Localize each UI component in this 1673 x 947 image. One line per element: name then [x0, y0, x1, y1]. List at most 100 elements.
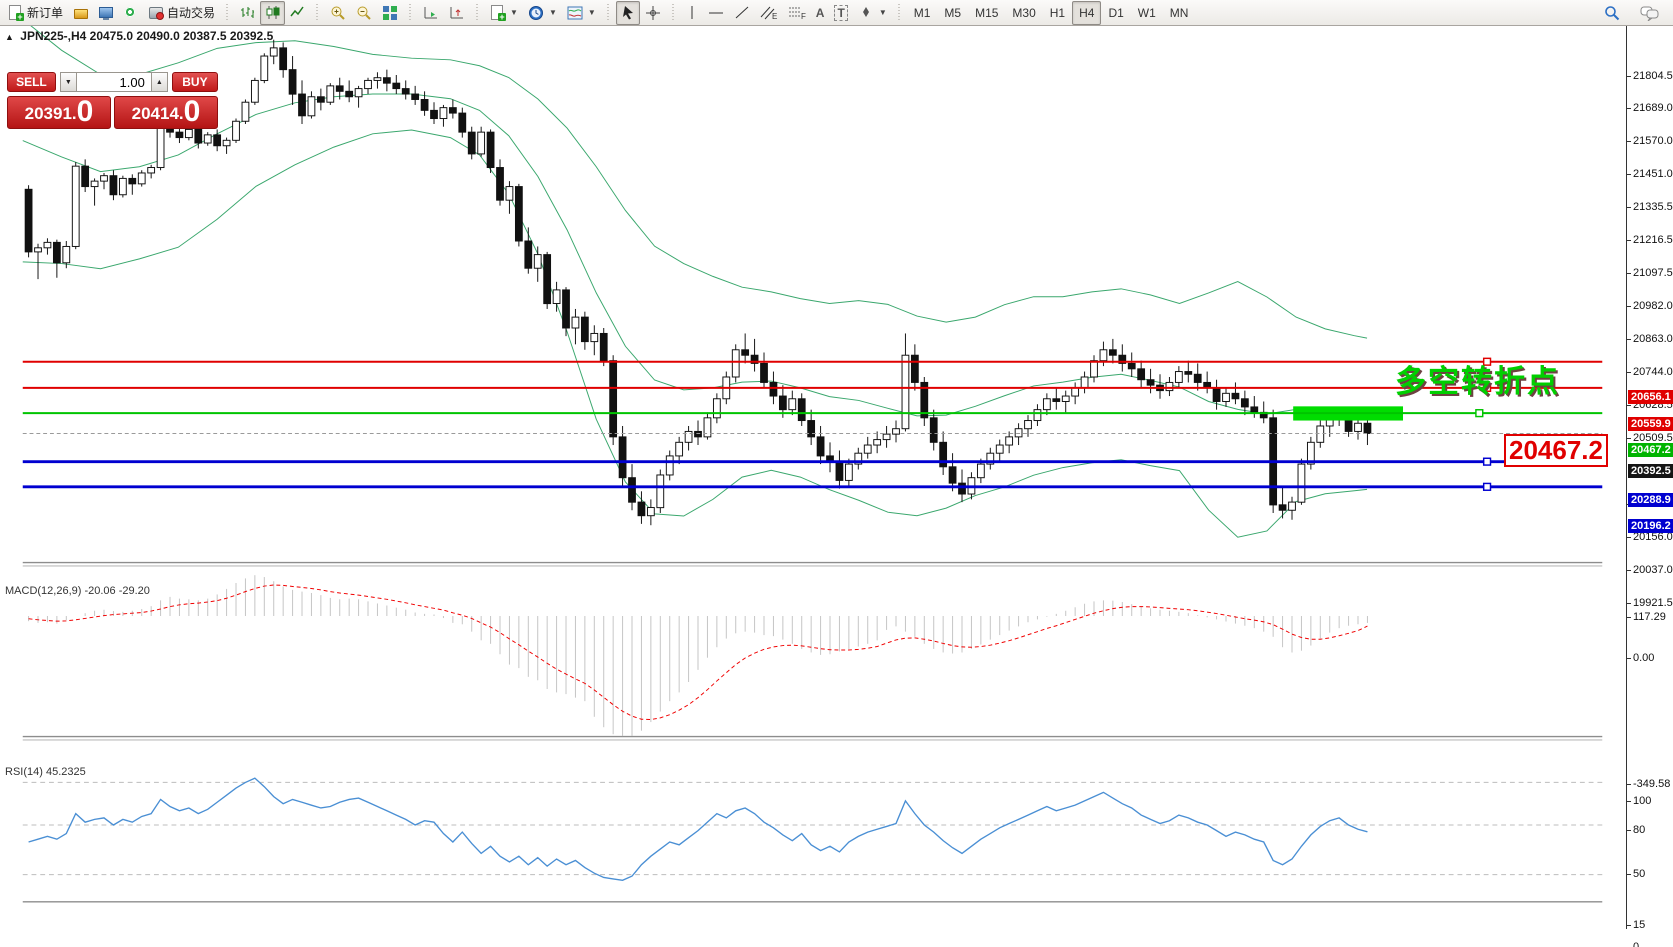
line-chart-button[interactable] — [285, 1, 310, 25]
buy-button[interactable]: BUY — [171, 72, 218, 92]
bar-chart-button[interactable] — [235, 1, 260, 25]
axis-tick-label: 21335.5 — [1627, 201, 1673, 214]
timeframe-button-h4[interactable]: H4 — [1072, 0, 1102, 25]
candle — [1042, 398, 1051, 411]
trendline-button[interactable] — [729, 1, 755, 25]
timeframe-button-d1[interactable]: D1 — [1108, 5, 1124, 20]
rsi-line — [28, 777, 1368, 882]
candle — [694, 430, 702, 438]
monitor-button[interactable] — [93, 1, 118, 25]
channel-button[interactable]: E — [755, 1, 783, 25]
periods-button[interactable]: ▼ — [523, 1, 562, 25]
candle — [147, 167, 156, 174]
candle — [1033, 409, 1042, 422]
candle — [1090, 360, 1098, 378]
chart-area[interactable]: 21804.5 21689.0 21570.0 21451.0 21335.5 21216… — [0, 26, 1673, 947]
candle — [939, 441, 948, 468]
candle — [467, 131, 476, 155]
toolbar-group-drawing: E F A T ▼ — [678, 0, 895, 25]
tile-windows-button[interactable] — [377, 1, 403, 25]
collapse-panel-icon[interactable]: ▲ — [5, 32, 14, 42]
key-level-price-label[interactable]: 20467.2 — [1504, 434, 1608, 467]
candle — [24, 188, 33, 253]
tile-windows-icon — [383, 5, 398, 20]
axis-tick-label: 21097.5 — [1627, 267, 1673, 280]
svg-text:F: F — [801, 12, 806, 20]
volume-increase-button[interactable]: ▲ — [150, 72, 168, 92]
auto-scroll-button[interactable] — [418, 1, 444, 25]
templates-button[interactable]: ▼ — [562, 1, 601, 25]
sell-button[interactable]: SELL — [7, 72, 56, 92]
candle — [1061, 395, 1070, 402]
chat-button[interactable] — [1635, 1, 1665, 25]
vertical-line-button[interactable] — [681, 1, 703, 25]
chart-canvas[interactable] — [0, 26, 1626, 929]
price-badge: 20288.9 — [1628, 493, 1673, 508]
arrows-button[interactable]: ▼ — [853, 1, 892, 25]
candlestick-chart-button[interactable] — [260, 0, 286, 25]
search-button[interactable] — [1599, 1, 1625, 25]
gold-bars-icon — [73, 5, 89, 20]
volume-input[interactable] — [76, 72, 151, 92]
candle — [646, 507, 655, 517]
turning-point-annotation[interactable]: 多空转折点 — [1395, 364, 1560, 399]
toolbar-grip — [605, 4, 611, 21]
sell-price-box[interactable]: 20391. 0 — [7, 96, 111, 129]
candle — [854, 452, 863, 465]
price-axis[interactable]: 21804.5 21689.0 21570.0 21451.0 21335.5 21216… — [1626, 26, 1673, 947]
volume-decrease-button[interactable]: ▼ — [59, 72, 77, 92]
candle — [505, 186, 514, 201]
zoom-out-button[interactable] — [351, 1, 377, 25]
candle — [373, 77, 382, 81]
new-chart-button[interactable]: + ▼ — [485, 1, 523, 25]
text-button[interactable]: A — [811, 1, 830, 25]
candle — [769, 381, 778, 397]
line-handle[interactable] — [1482, 357, 1492, 366]
chat-icon — [1640, 6, 1659, 21]
fibonacci-button[interactable]: F — [783, 1, 811, 25]
candle — [901, 354, 910, 430]
zoom-in-button[interactable] — [325, 1, 351, 25]
timeframe-button-m30[interactable]: M30 — [1012, 5, 1036, 20]
timeframe-button-w1[interactable]: W1 — [1137, 5, 1156, 20]
chart-shift-button[interactable] — [444, 1, 470, 25]
buy-price-box[interactable]: 20414. 0 — [114, 96, 218, 129]
search-icon — [1605, 5, 1620, 20]
horizontal-line-icon — [708, 12, 723, 14]
label-button[interactable]: T — [829, 1, 852, 25]
candle — [778, 395, 787, 411]
candle — [618, 436, 627, 479]
candle — [656, 474, 665, 509]
line-handle[interactable] — [1482, 482, 1492, 491]
candle — [1005, 436, 1014, 446]
horizontal-line-button[interactable] — [703, 1, 729, 25]
gold-bars-button[interactable] — [68, 1, 93, 25]
line-handle[interactable] — [1482, 457, 1492, 466]
timeframe-button-m15[interactable]: M15 — [975, 5, 999, 20]
template-icon — [567, 6, 583, 19]
timeframe-button-m1[interactable]: M1 — [913, 5, 931, 20]
candle — [892, 428, 900, 435]
timeframe-button-m5[interactable]: M5 — [944, 5, 962, 20]
toolbar-group-zoom — [322, 0, 406, 25]
candle — [637, 501, 646, 517]
autotrading-button[interactable]: 自动交易 — [143, 1, 220, 25]
crosshair-button[interactable] — [640, 1, 666, 25]
axis-tick-label: 20982.0 — [1627, 300, 1673, 313]
candle — [788, 398, 797, 411]
candle — [298, 93, 306, 117]
line-handle[interactable] — [1475, 409, 1484, 418]
zoom-in-icon — [331, 6, 345, 20]
candle — [184, 128, 193, 139]
candle — [260, 55, 269, 82]
new-order-button[interactable]: + 新订单 — [3, 1, 68, 25]
timeframe-button-h1[interactable]: H1 — [1049, 5, 1066, 20]
candle — [797, 398, 806, 422]
candle — [1184, 371, 1193, 375]
candle — [241, 101, 250, 122]
timeframe-button-mn[interactable]: MN — [1169, 5, 1189, 20]
line-handle[interactable] — [1482, 383, 1492, 393]
signal-button[interactable] — [118, 1, 143, 25]
cursor-button[interactable] — [615, 0, 640, 25]
candle — [1363, 422, 1372, 434]
